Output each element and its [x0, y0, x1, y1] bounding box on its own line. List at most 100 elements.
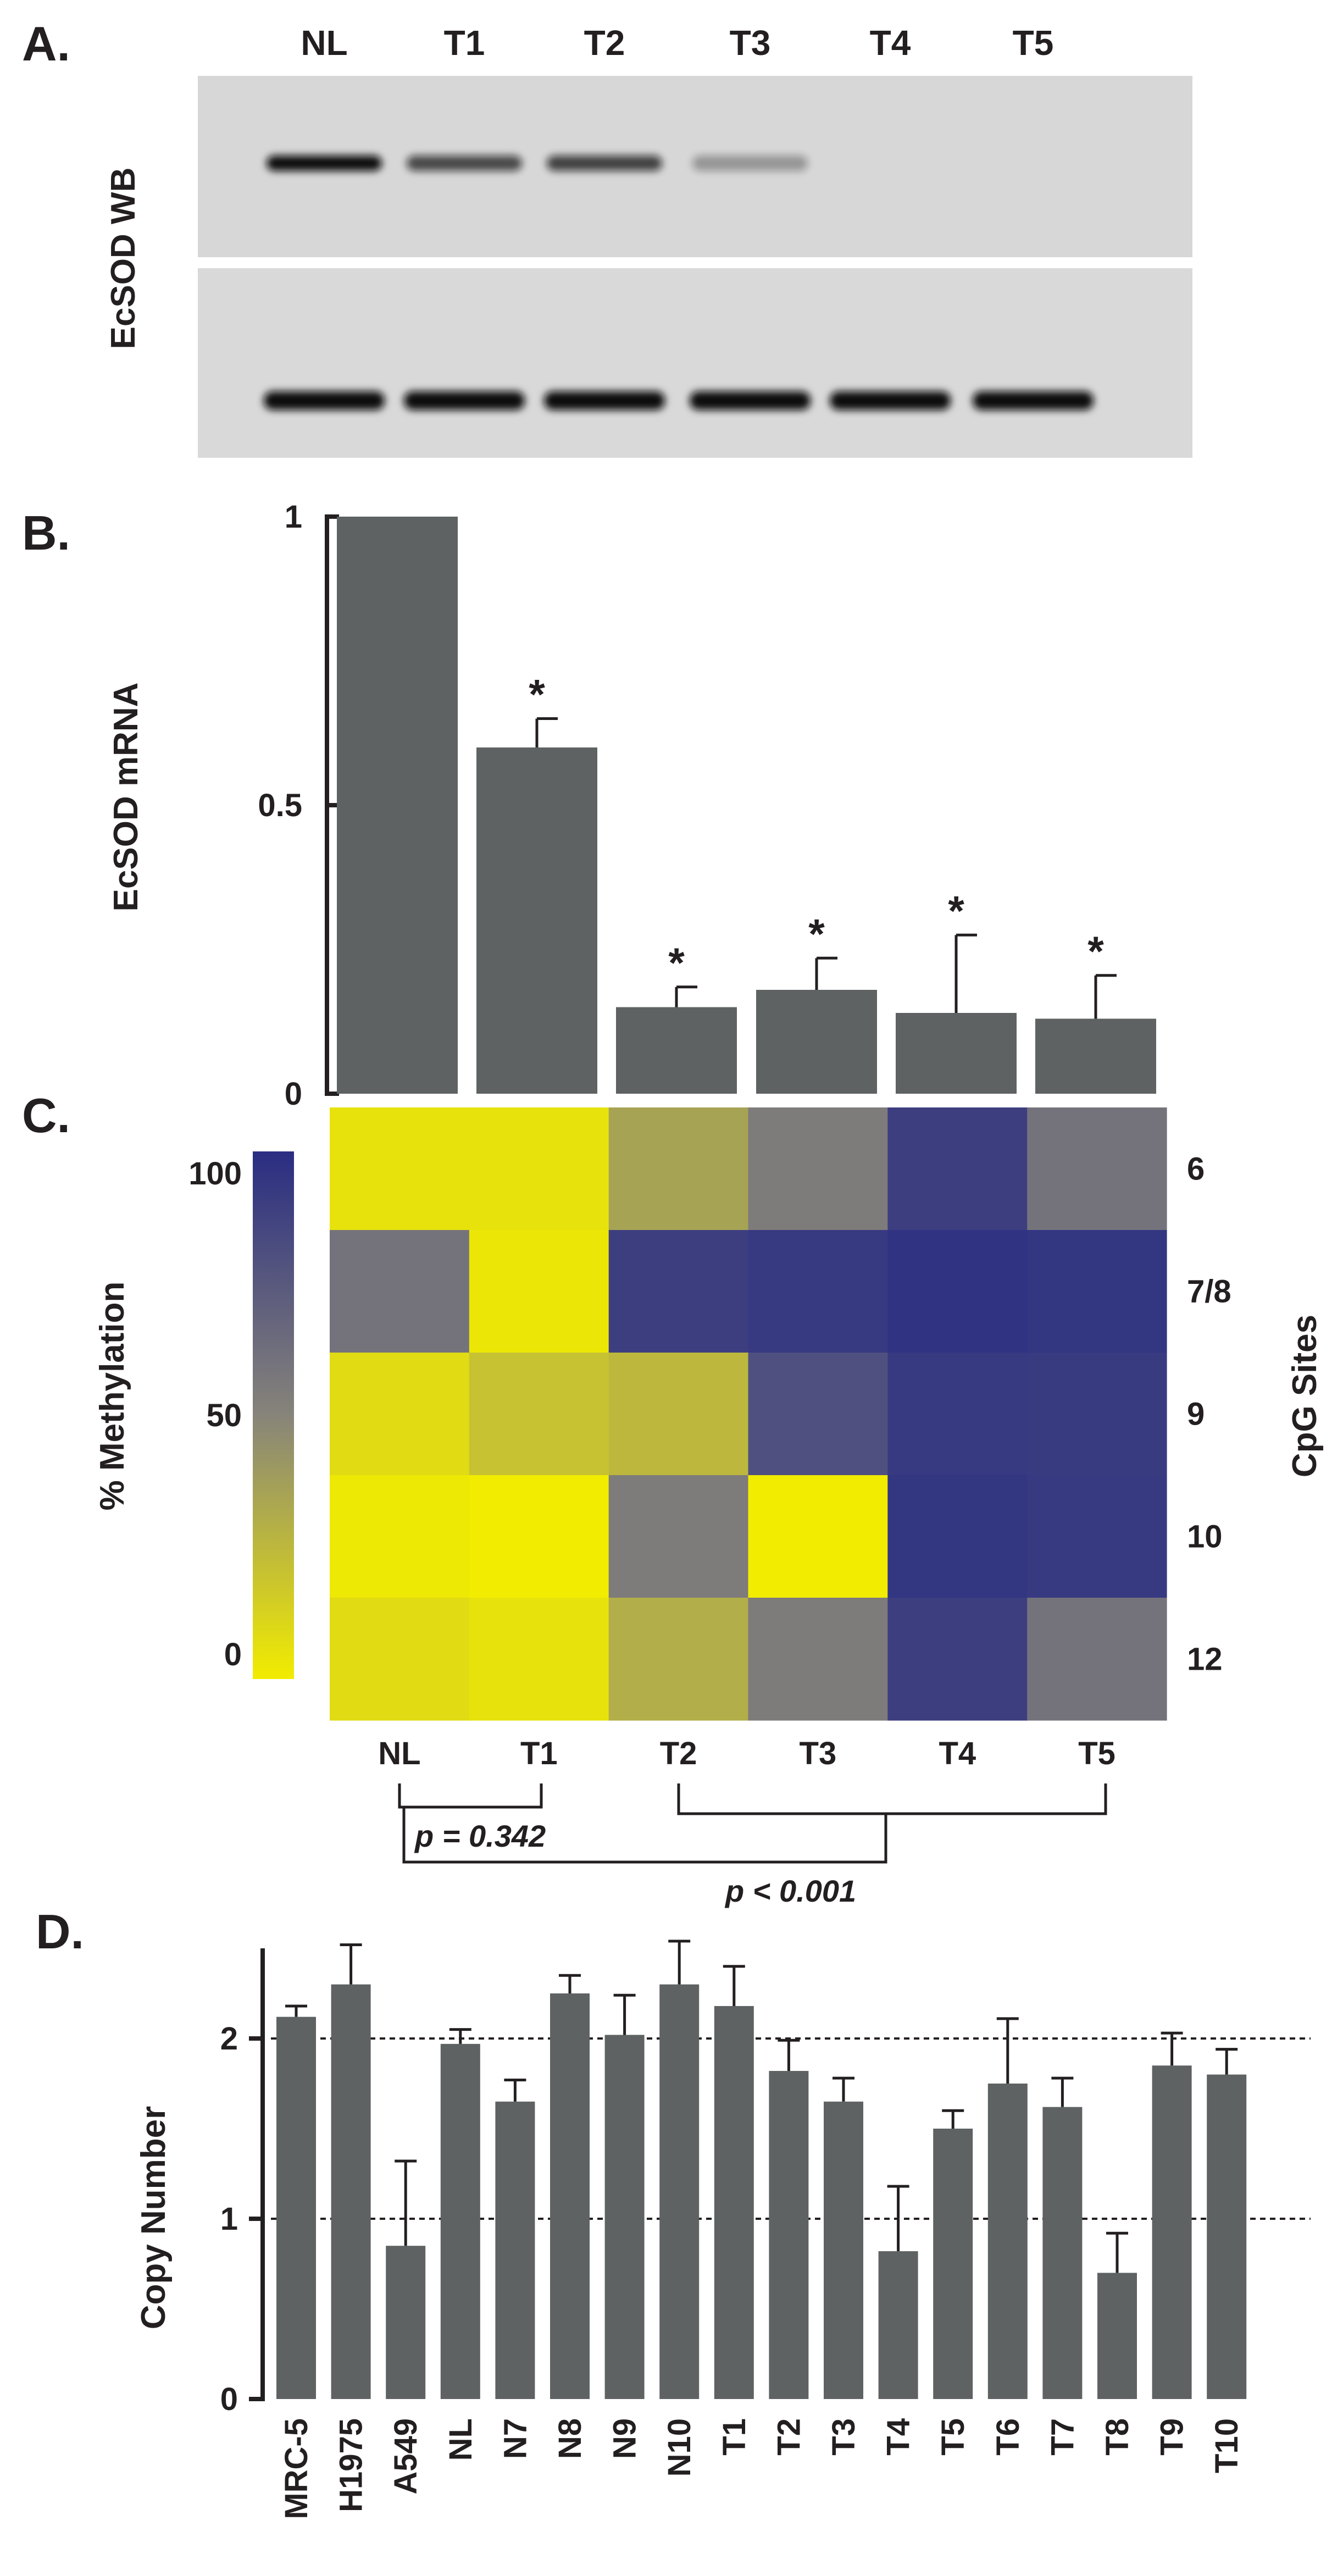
copy-number-bar	[878, 2251, 918, 2399]
heatmap-cell	[469, 1353, 609, 1476]
heatmap-cells	[330, 1107, 1167, 1721]
copy-number-bar	[386, 2246, 426, 2399]
colorbar-ticks: 0 50 100	[188, 1156, 242, 1672]
blot-ylabel: EcSOD WB	[104, 168, 142, 350]
methylation-colorbar	[253, 1151, 294, 1679]
copy-number-category-label: MRC-5	[279, 2418, 314, 2519]
copy-number-category-label: T3	[826, 2418, 862, 2456]
heatmap-cell	[748, 1230, 888, 1353]
copy-number-bar	[1097, 2273, 1137, 2399]
heatmap-cell	[887, 1353, 1028, 1476]
lane-label: T5	[1013, 23, 1054, 63]
copy-number-category-label: T10	[1209, 2418, 1245, 2473]
copy-number-category-label: T1	[717, 2418, 752, 2456]
heatmap-cell	[887, 1598, 1028, 1721]
copy-number-bar	[276, 2017, 316, 2399]
heatmap-cell	[1027, 1353, 1167, 1476]
copy-number-y-tick-label: 2	[220, 2021, 238, 2057]
heatmap-cell	[1027, 1230, 1167, 1353]
cpg-site-label: 7/8	[1187, 1274, 1231, 1310]
copy-number-bar	[987, 2084, 1028, 2399]
colorbar-tick-label: 50	[206, 1398, 242, 1433]
bracket-nl-tumors	[402, 1807, 887, 1864]
lane-label: NL	[301, 23, 347, 63]
panel-label-b: B.	[22, 506, 70, 560]
sample-label: T2	[660, 1736, 697, 1771]
heatmap-cell	[1027, 1107, 1167, 1231]
ecsod-band	[547, 156, 662, 171]
copy-number-bar	[495, 2101, 535, 2399]
copy-number-axis: 0 1 2	[220, 1948, 1311, 2417]
cpg-site-label: 6	[1187, 1151, 1205, 1187]
heatmap-cell	[1027, 1475, 1167, 1598]
copy-number-bar	[1152, 2065, 1192, 2399]
copy-number-category-label: NL	[443, 2418, 479, 2461]
ecsod-band	[267, 156, 382, 171]
ecsod-band	[407, 156, 522, 171]
heatmap-cell	[469, 1475, 609, 1598]
panel-a-western-blot: A. NL T1 T2 T3 T4 T5 EcSOD WB	[22, 16, 1192, 458]
loading-control-bands	[264, 391, 1094, 410]
loading-band	[544, 391, 665, 410]
bracket-nl-t1	[398, 1783, 543, 1809]
copy-number-bar	[1207, 2074, 1247, 2399]
lane-label: T1	[444, 23, 485, 63]
heatmap-cell	[887, 1230, 1028, 1353]
cpg-site-label: 12	[1187, 1642, 1223, 1677]
copy-number-category-label: T9	[1155, 2418, 1190, 2456]
mrna-bars: * * * * *	[337, 517, 1156, 1094]
heatmap-cell	[748, 1475, 888, 1598]
mrna-bar	[1035, 1018, 1156, 1094]
copy-number-bars	[276, 1940, 1247, 2399]
lane-label: T4	[870, 23, 911, 63]
copy-number-bar	[604, 2035, 645, 2399]
loading-band	[973, 391, 1094, 410]
heatmap-cell	[748, 1598, 888, 1721]
heatmap-cell	[887, 1107, 1028, 1231]
copy-number-category-label: N9	[607, 2418, 643, 2459]
sample-label: T4	[939, 1736, 976, 1771]
mrna-ylabel: EcSOD mRNA	[107, 683, 145, 912]
loading-band	[404, 391, 525, 410]
copy-number-ylabel: Copy Number	[135, 2106, 173, 2329]
copy-number-category-label: T2	[771, 2418, 807, 2456]
cpg-sites-label: CpG Sites	[1286, 1315, 1324, 1477]
blot-membrane-bottom	[198, 268, 1192, 458]
copy-number-category-label: N10	[662, 2418, 697, 2477]
copy-number-bar	[659, 1984, 700, 2399]
heatmap-cell	[330, 1353, 470, 1476]
copy-number-y-tick-label: 1	[220, 2201, 238, 2237]
copy-number-category-label: T4	[881, 2418, 917, 2456]
sample-labels: NL T1 T2 T3 T4 T5	[378, 1736, 1116, 1771]
mrna-bar	[616, 1007, 737, 1094]
sample-label: T3	[800, 1736, 837, 1771]
heatmap-cell	[1027, 1598, 1167, 1721]
heatmap-cell	[887, 1475, 1028, 1598]
colorbar-tick-label: 0	[224, 1637, 242, 1672]
copy-number-category-labels: MRC-5 H1975 A549 NL N7 N8 N9 N10 T1 T2 T3 T4 T5 T6 T7 T…	[279, 2418, 1245, 2519]
p-value-nl-tumors: p < 0.001	[724, 1874, 856, 1908]
significance-marker: *	[948, 888, 964, 934]
cpg-site-label: 10	[1187, 1519, 1223, 1555]
panel-label-d: D.	[36, 1904, 84, 1959]
heatmap-cell	[608, 1230, 749, 1353]
mrna-y-tick-label: 0.5	[258, 788, 302, 823]
colorbar-label: % Methylation	[93, 1282, 131, 1511]
copy-number-bar	[824, 2101, 863, 2399]
copy-number-category-label: A549	[388, 2418, 424, 2495]
blot-lane-labels: NL T1 T2 T3 T4 T5	[301, 23, 1053, 63]
heatmap-cell	[330, 1107, 470, 1231]
heatmap-cell	[748, 1107, 888, 1231]
mrna-y-tick-label: 0	[285, 1076, 302, 1112]
sample-label: NL	[378, 1736, 420, 1771]
copy-number-category-label: H1975	[334, 2418, 369, 2512]
panel-d-copy-number-chart: D. Copy Number 0 1 2 MRC-5 H1975 A549 NL N7 N8 N…	[36, 1904, 1311, 2519]
heatmap-cell	[469, 1107, 609, 1231]
panel-label-c: C.	[22, 1088, 70, 1143]
copy-number-bar	[331, 1984, 371, 2399]
loading-band	[690, 391, 811, 410]
copy-number-bar	[440, 2043, 480, 2399]
copy-number-category-label: N7	[497, 2418, 533, 2459]
copy-number-y-tick-label: 0	[220, 2381, 238, 2417]
cpg-site-label: 9	[1187, 1397, 1205, 1432]
